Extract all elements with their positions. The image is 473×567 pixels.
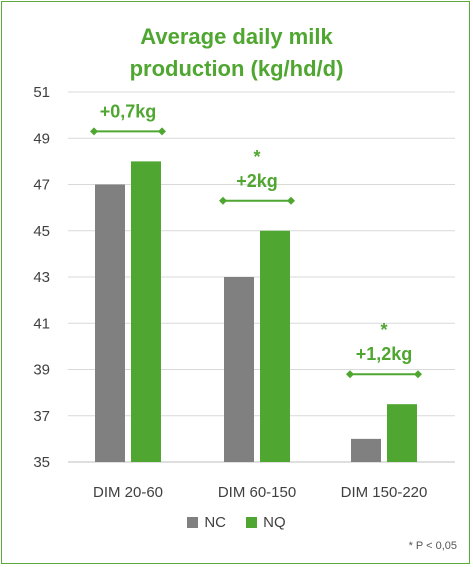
y-tick-label: 39	[33, 362, 50, 379]
x-tick-label: DIM 60-150	[218, 484, 296, 501]
y-tick-label: 37	[33, 408, 50, 425]
legend-label-nc: NC	[204, 514, 226, 531]
legend-swatch-nc	[187, 517, 199, 528]
diff-bracket-end	[287, 196, 295, 205]
diff-label: +1,2kg	[356, 344, 413, 364]
y-tick-label: 41	[33, 315, 50, 332]
bar-nq-1	[260, 230, 290, 462]
diff-bracket-end	[158, 127, 166, 136]
footnote: * P < 0,05	[408, 540, 457, 552]
legend-swatch-nq	[246, 517, 258, 528]
bar-nq-2	[387, 404, 417, 462]
legend-label-nq: NQ	[263, 514, 286, 531]
bar-nc-1	[224, 277, 254, 462]
diff-bracket-end	[90, 127, 98, 136]
legend: NC NQ	[0, 514, 473, 532]
diff-bracket-end	[346, 370, 354, 379]
legend-item-nc: NC	[187, 514, 226, 531]
significance-star: *	[380, 320, 387, 340]
y-tick-label: 49	[33, 130, 50, 147]
diff-label: +0,7kg	[100, 101, 157, 121]
chart-title-line2: production (kg/hd/d)	[129, 56, 344, 81]
y-tick-label: 51	[33, 84, 50, 101]
y-tick-label: 45	[33, 223, 50, 240]
y-tick-label: 43	[33, 269, 50, 286]
x-tick-label: DIM 20-60	[93, 484, 163, 501]
x-tick-label: DIM 150-220	[341, 484, 428, 501]
diff-bracket-end	[414, 370, 422, 379]
diff-label: +2kg	[236, 171, 278, 191]
chart-title-line1: Average daily milk	[140, 24, 333, 49]
bar-nc-0	[95, 184, 125, 462]
significance-star: *	[253, 147, 260, 167]
bar-nq-0	[131, 161, 161, 462]
bar-nc-2	[351, 438, 381, 462]
diff-bracket-end	[219, 196, 227, 205]
y-tick-label: 35	[33, 454, 50, 471]
legend-item-nq: NQ	[246, 514, 286, 531]
y-tick-label: 47	[33, 177, 50, 194]
